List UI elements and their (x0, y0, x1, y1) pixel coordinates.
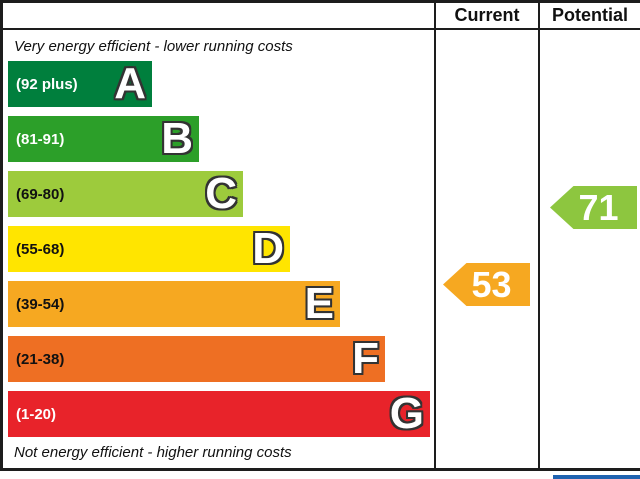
band-d-range: (55-68) (16, 240, 65, 258)
band-d-letter: D (252, 224, 284, 273)
table-border-left (0, 0, 3, 471)
band-e: (39-54) E (8, 281, 340, 327)
caption-not-efficient: Not energy efficient - higher running co… (14, 444, 292, 461)
potential-rating-arrow: 71 (550, 186, 637, 229)
band-b: (81-91) B (8, 116, 199, 162)
band-a-range: (92 plus) (16, 75, 78, 93)
band-g-range: (1-20) (16, 405, 57, 423)
current-rating-arrow: 53 (443, 263, 530, 306)
potential-column-divider (538, 0, 540, 471)
band-f-letter: F (352, 334, 379, 383)
potential-column-header: Potential (551, 5, 628, 25)
band-g-letter: G (389, 389, 424, 438)
band-g: (1-20) G (8, 391, 430, 437)
current-rating-value: 53 (471, 264, 512, 305)
band-a: (92 plus) A (8, 61, 152, 107)
band-d: (55-68) D (8, 226, 290, 272)
current-column-header: Current (454, 5, 520, 25)
current-column-divider (434, 0, 436, 471)
band-f: (21-38) F (8, 336, 385, 382)
band-e-range: (39-54) (16, 295, 65, 313)
band-c-range: (69-80) (16, 185, 65, 203)
potential-rating-value: 71 (578, 187, 619, 228)
band-c: (69-80) C (8, 171, 243, 217)
band-f-range: (21-38) (16, 350, 65, 368)
band-e-letter: E (304, 279, 334, 328)
band-b-range: (81-91) (16, 130, 65, 148)
header-separator-line (0, 28, 640, 30)
band-c-letter: C (205, 169, 237, 218)
band-b-letter: B (161, 114, 193, 163)
table-border-bottom (0, 468, 640, 471)
eu-flag-top-edge (553, 475, 640, 479)
caption-very-efficient: Very energy efficient - lower running co… (14, 38, 293, 55)
band-a-letter: A (114, 59, 146, 108)
table-border-top (0, 0, 640, 3)
